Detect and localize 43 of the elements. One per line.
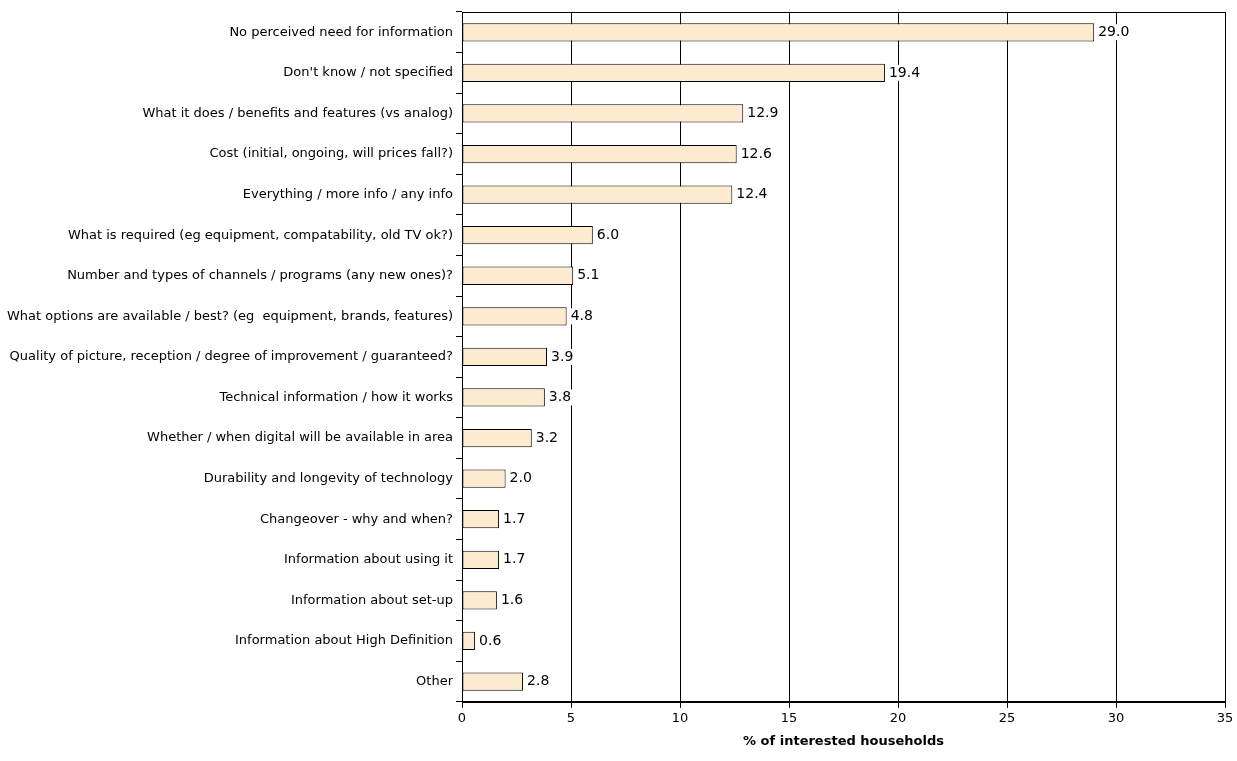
x-tick-label: 0 <box>457 709 467 725</box>
data-label: 12.6 <box>740 144 772 161</box>
y-tick-label: Information about using it <box>284 551 454 567</box>
data-label: 12.9 <box>747 104 779 121</box>
y-tick-label: Information about High Definition <box>235 632 454 648</box>
x-tick-label: 5 <box>566 709 576 725</box>
data-label: 3.8 <box>548 388 572 405</box>
y-tick-label: What it does / benefits and features (vs analog) <box>142 104 454 120</box>
x-tick-label: 15 <box>780 709 798 725</box>
y-tick-label: Number and types of channels / programs (any new ones)? <box>67 267 454 283</box>
x-tick-label: 35 <box>1216 709 1234 725</box>
data-label: 0.6 <box>479 631 502 648</box>
data-label: 12.4 <box>736 185 768 202</box>
y-tick-label: Whether / when digital will be available in area <box>147 429 454 445</box>
x-tick-label: 25 <box>998 709 1016 725</box>
y-tick-label: What is required (eg equipment, compatability, old TV ok?) <box>67 226 454 242</box>
y-tick-label: Technical information / how it works <box>218 388 454 404</box>
x-axis-title: % of interested households <box>743 732 945 748</box>
y-tick-label: What options are available / best? (eg equipment, brands, features) <box>6 307 454 323</box>
y-tick-label: Other <box>416 672 454 688</box>
y-tick-label: Quality of picture, reception / degree of improvement / guaranteed? <box>9 348 454 364</box>
y-tick-label: Cost (initial, ongoing, will prices fall?) <box>209 145 454 161</box>
data-label: 5.1 <box>577 266 600 283</box>
x-tick-label: 10 <box>671 709 689 725</box>
y-tick-label: Durability and longevity of technology <box>203 470 454 485</box>
y-tick-label: Changeover - why and when? <box>259 510 454 526</box>
y-tick-label: Don't know / not specified <box>283 64 454 80</box>
data-label: 1.7 <box>503 509 526 526</box>
x-tick-label: 30 <box>1107 709 1125 725</box>
data-label: 3.9 <box>551 347 574 364</box>
data-label: 1.7 <box>503 550 526 567</box>
data-label: 2.0 <box>509 469 532 486</box>
y-tick-label: Information about set-up <box>290 591 454 607</box>
data-label: 2.8 <box>527 672 550 689</box>
x-tick-label: 20 <box>889 709 907 725</box>
data-label: 3.2 <box>535 428 559 445</box>
data-label: 1.6 <box>500 591 524 607</box>
data-label: 4.8 <box>570 306 593 323</box>
data-label: 6.0 <box>596 225 620 242</box>
data-label: 19.4 <box>888 63 921 80</box>
y-tick-label: Everything / more info / any info <box>242 185 454 201</box>
y-tick-label: No perceived need for information <box>229 23 454 39</box>
data-label: 29.0 <box>1098 22 1130 39</box>
